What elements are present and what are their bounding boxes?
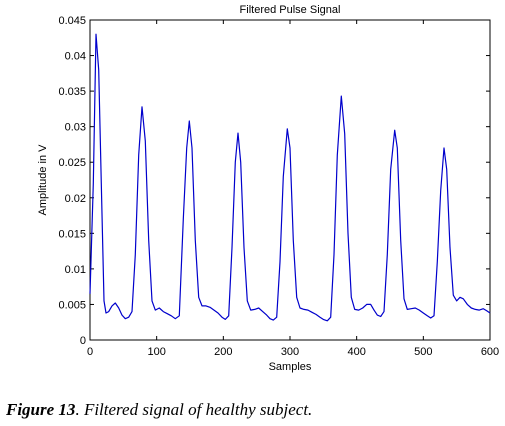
y-tick-label: 0.035 <box>58 86 86 98</box>
y-tick-label: 0.045 <box>58 15 86 27</box>
y-tick-label: 0.03 <box>65 122 86 134</box>
y-tick-label: 0.01 <box>65 264 86 276</box>
chart-title: Filtered Pulse Signal <box>240 4 341 16</box>
y-tick-label: 0.04 <box>65 51 86 63</box>
y-tick-label: 0.025 <box>58 157 86 169</box>
y-axis-ticks: 0 0.005 0.01 0.015 0.02 0.025 0.03 0.035 0.04 0.0… <box>58 15 490 347</box>
figure-caption-text: . Filtered signal of healthy subject. <box>75 400 313 419</box>
figure-caption-label: Figure 13 <box>6 400 76 419</box>
y-tick-label: 0 <box>80 335 86 347</box>
pulse-signal-line <box>89 33 491 322</box>
y-tick-label: 0.02 <box>65 193 86 205</box>
y-tick-label: 0.015 <box>58 228 86 240</box>
x-tick-label: 300 <box>281 346 299 358</box>
x-tick-label: 100 <box>147 346 165 358</box>
x-axis-ticks: 0 100 200 300 400 500 600 <box>87 20 499 358</box>
y-tick-label: 0.005 <box>58 299 86 311</box>
y-axis-label: Amplitude in V <box>37 144 49 216</box>
x-tick-label: 200 <box>214 346 232 358</box>
x-axis-label: Samples <box>269 361 312 373</box>
plot-frame <box>89 19 491 341</box>
x-tick-label: 400 <box>347 346 365 358</box>
x-tick-label: 600 <box>481 346 499 358</box>
x-tick-label: 500 <box>414 346 432 358</box>
x-tick-label: 0 <box>87 346 93 358</box>
figure-caption: Figure 13. Filtered signal of healthy su… <box>6 400 312 420</box>
